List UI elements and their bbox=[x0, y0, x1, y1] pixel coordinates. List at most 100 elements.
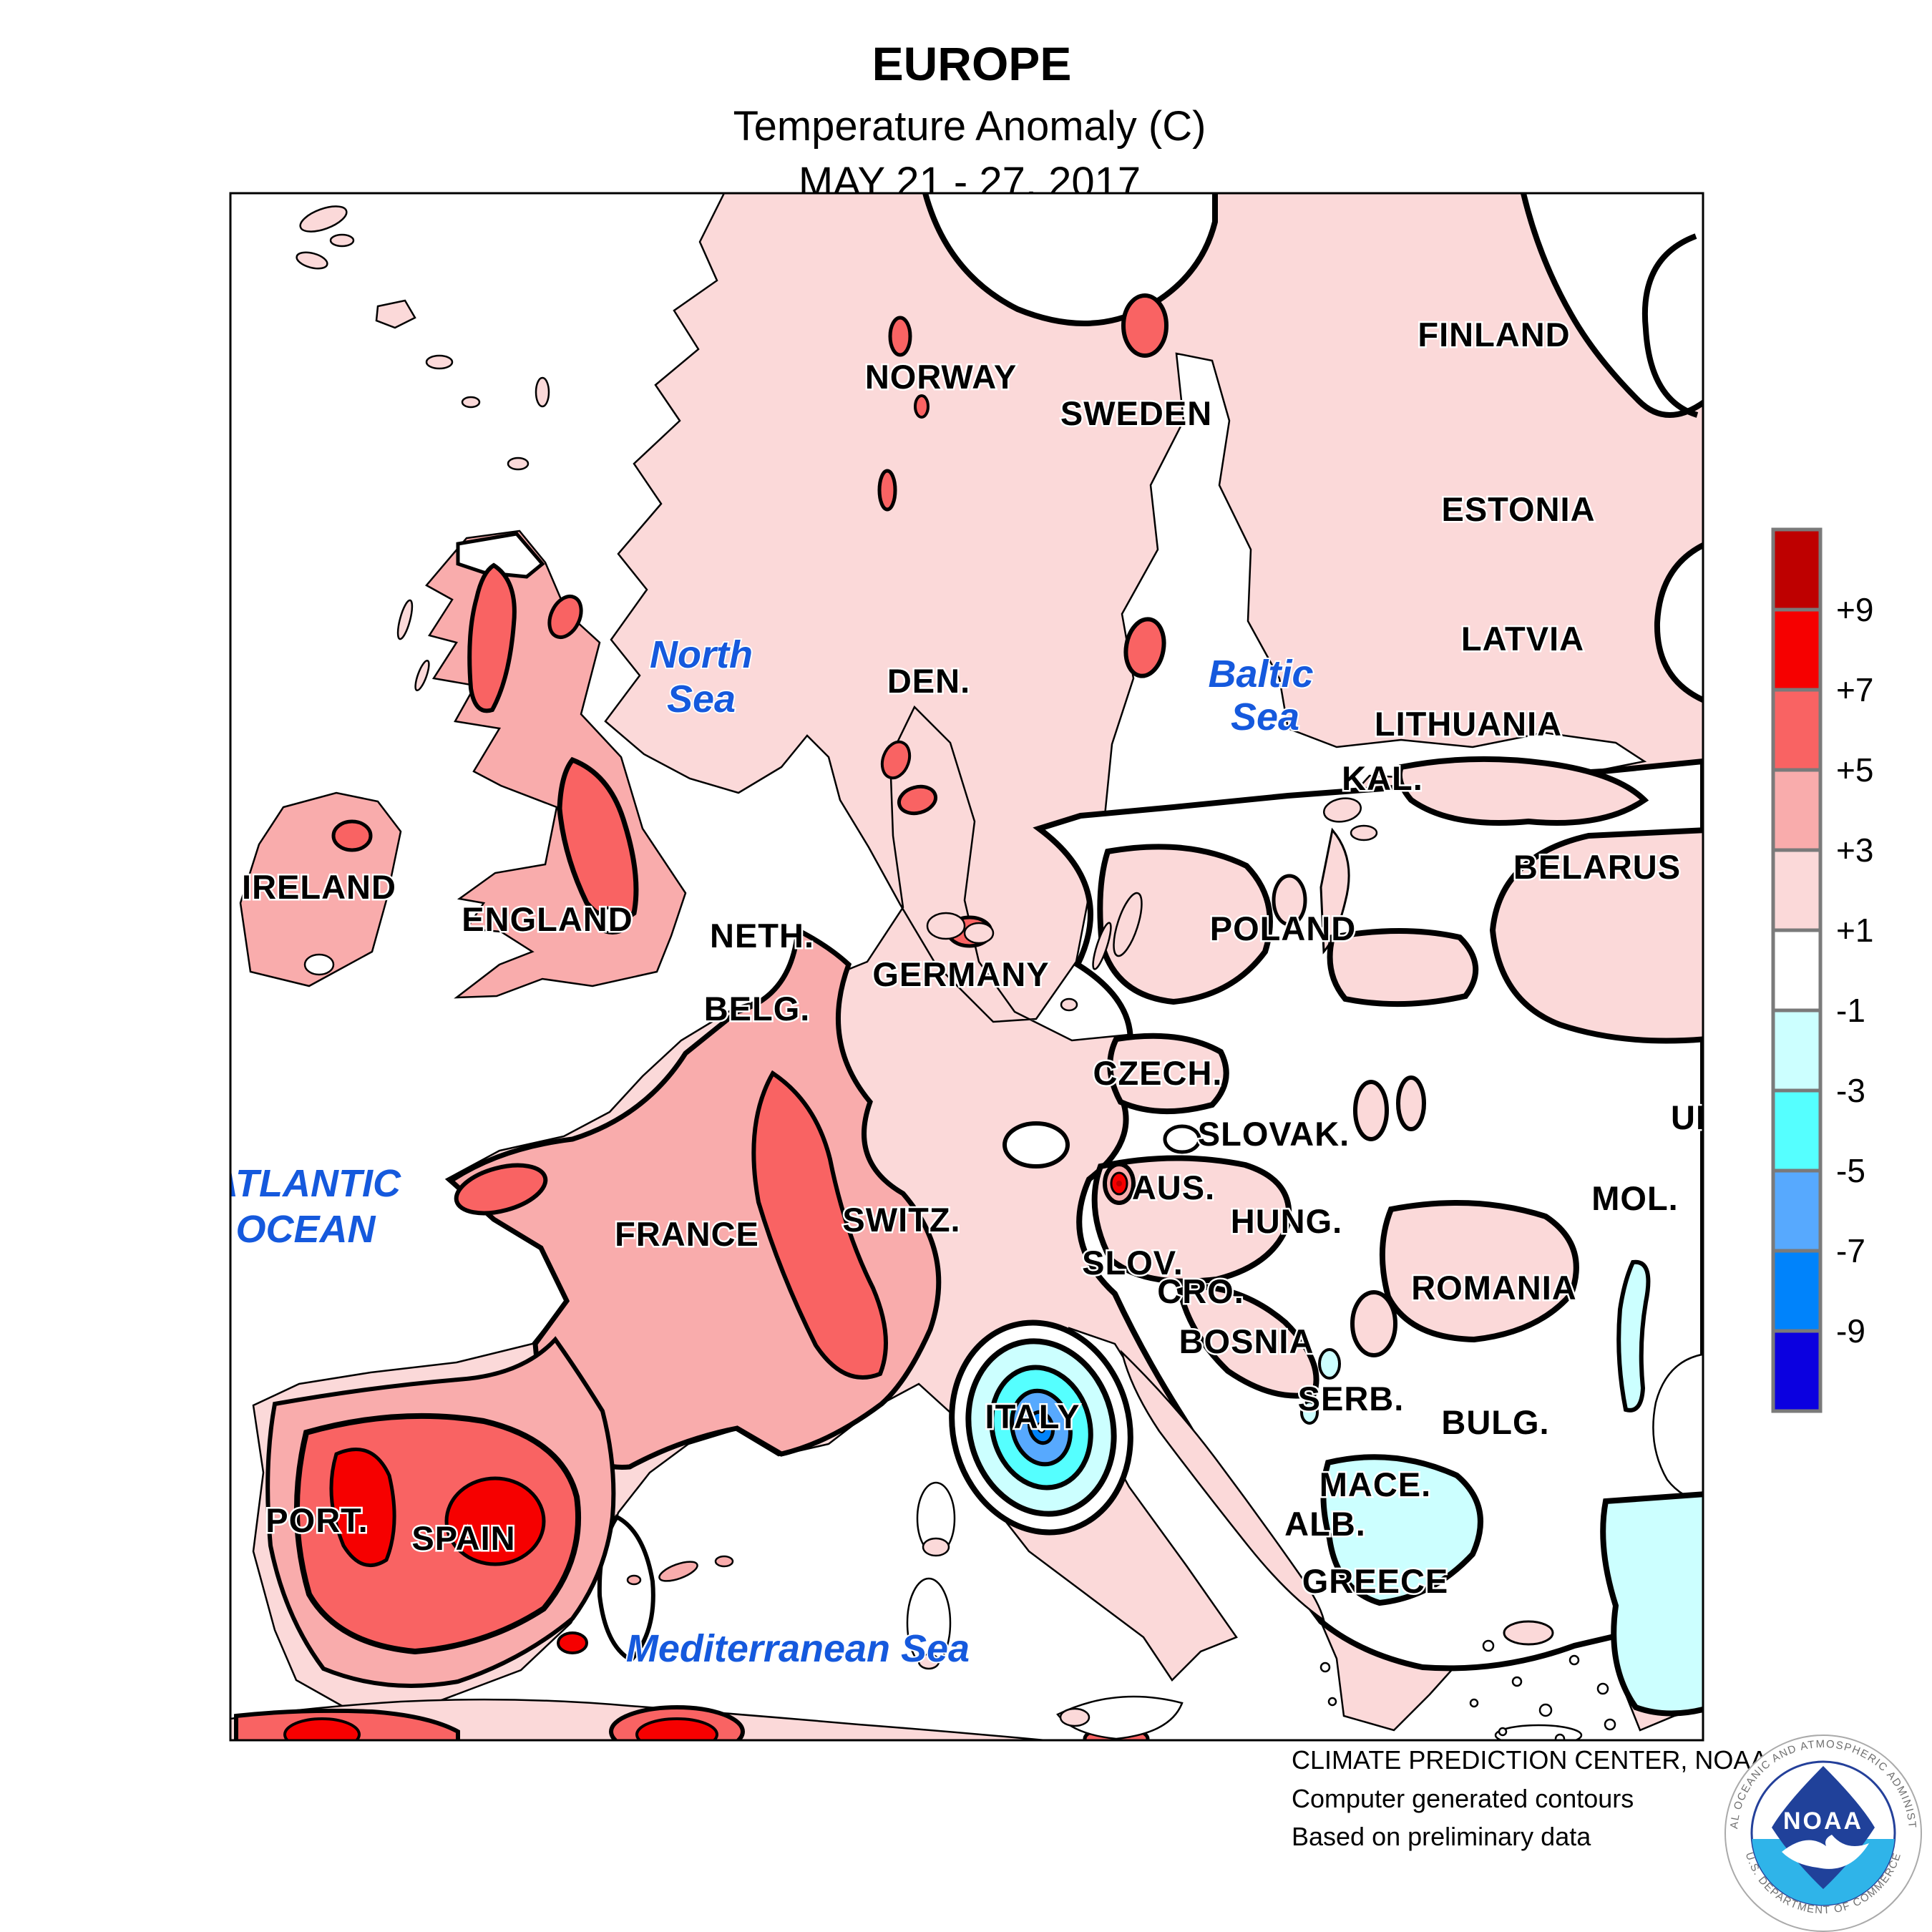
country-label: FRANCE bbox=[615, 1215, 759, 1253]
zero-zone-right-edge bbox=[1654, 542, 1703, 703]
country-label: DEN. bbox=[887, 662, 970, 700]
page-title: EUROPE bbox=[872, 37, 1072, 90]
patch-romania-spur bbox=[1350, 1290, 1397, 1357]
scotland-salmon-ridge bbox=[467, 562, 517, 713]
core-portugal-red bbox=[329, 1448, 396, 1567]
core-norway-1 bbox=[888, 316, 912, 357]
map-title-block: EUROPE Temperature Anomaly (C) MAY 21 - … bbox=[733, 37, 1206, 205]
country-label: SPAIN bbox=[411, 1519, 515, 1557]
core-east-france bbox=[751, 1070, 888, 1380]
country-label: CZECH. bbox=[1093, 1054, 1223, 1092]
legend-tick: +1 bbox=[1836, 912, 1873, 949]
alps-bullseye bbox=[1103, 1162, 1136, 1205]
legend-cell bbox=[1771, 527, 1823, 612]
midlands-white bbox=[594, 906, 631, 935]
cold-west-turkey bbox=[1600, 1491, 1703, 1717]
country-label: NETH. bbox=[710, 917, 814, 955]
legend-cell bbox=[1771, 608, 1823, 692]
country-label: ENGLAND bbox=[462, 900, 633, 938]
legend-cell bbox=[1771, 1169, 1823, 1253]
country-label: ESTONIA bbox=[1441, 490, 1595, 528]
scotland-white-cap bbox=[456, 532, 545, 579]
country-label: SLOVAK. bbox=[1198, 1115, 1350, 1153]
country-label: LATVIA bbox=[1461, 620, 1584, 658]
legend-tick: +7 bbox=[1836, 671, 1873, 708]
legend: +9 +7 +5 +3 +1 -1 -3 -5 -7 -9 bbox=[1771, 527, 1873, 1413]
core-spain-red bbox=[444, 1476, 546, 1566]
legend-tick: -3 bbox=[1836, 1072, 1865, 1109]
legend-cell bbox=[1771, 688, 1823, 772]
legend-cell bbox=[1771, 848, 1823, 932]
country-label: MOL. bbox=[1591, 1179, 1678, 1217]
noaa-logo-wordmark: NOAA bbox=[1783, 1807, 1863, 1835]
patch-pannonia bbox=[1091, 1155, 1292, 1284]
legend-cell bbox=[1771, 768, 1823, 852]
core-sweden-1 bbox=[1121, 293, 1169, 358]
legend-tick: +9 bbox=[1836, 591, 1873, 628]
sicily bbox=[1056, 1695, 1184, 1740]
patch-estonia bbox=[1396, 756, 1649, 826]
legend-tick: -9 bbox=[1836, 1312, 1865, 1350]
country-label: SWEDEN bbox=[1060, 394, 1212, 432]
country-label: BULG. bbox=[1441, 1403, 1549, 1441]
mediterranean-islands bbox=[906, 1481, 1616, 1740]
legend-tick: -1 bbox=[1836, 992, 1865, 1029]
zero-zone-north-scandinavia bbox=[922, 193, 1218, 326]
country-labels: NORWAY SWEDEN FINLAND ESTONIA LATVIA LIT… bbox=[240, 314, 1703, 1602]
country-label: ROMANIA bbox=[1411, 1269, 1577, 1307]
country-label: HUNG. bbox=[1231, 1202, 1342, 1240]
country-label: LITHUANIA bbox=[1375, 705, 1562, 743]
country-label: BELARUS bbox=[1513, 848, 1681, 886]
sea-label-northsea-1: North bbox=[650, 633, 753, 676]
map-subtitle: Temperature Anomaly (C) bbox=[733, 103, 1206, 150]
core-denmark-2 bbox=[897, 784, 938, 816]
patch-latvia-coast bbox=[1319, 827, 1350, 955]
legend-tick: +3 bbox=[1836, 831, 1873, 869]
country-label: IRELAND bbox=[242, 868, 396, 906]
ulster-salmon bbox=[331, 819, 373, 852]
ireland-white-bit bbox=[303, 953, 335, 976]
country-label: SWITZ. bbox=[842, 1201, 960, 1239]
red-cores bbox=[329, 1448, 588, 1654]
country-label: MACE. bbox=[1319, 1465, 1431, 1503]
sea-label-mediterranean: Mediterranean Sea bbox=[626, 1627, 970, 1670]
country-label: SERB. bbox=[1298, 1380, 1405, 1418]
patch-bosnia bbox=[1176, 1283, 1319, 1399]
map-canvas: ATLANTIC OCEAN North Sea Baltic Sea Medi… bbox=[230, 193, 1703, 1740]
patch-moldova-2 bbox=[1396, 1075, 1426, 1131]
patch-moldova-1 bbox=[1353, 1080, 1389, 1141]
country-label: ALB. bbox=[1284, 1505, 1366, 1543]
italy-cold-bullseye bbox=[949, 1319, 1133, 1536]
zero-zone-northeast bbox=[1520, 193, 1703, 418]
patch-dalmatia-strip bbox=[1120, 1350, 1326, 1622]
moray-salmon bbox=[547, 595, 583, 639]
country-label: KAL. bbox=[1342, 759, 1423, 797]
map-frame bbox=[229, 192, 1704, 1742]
legend-tick: +5 bbox=[1836, 751, 1873, 789]
credits-line-3: Based on preliminary data bbox=[1292, 1822, 1591, 1851]
core-south-spain-red bbox=[557, 1631, 588, 1654]
cold-macedonia bbox=[1320, 1454, 1483, 1606]
country-label: NORWAY bbox=[865, 358, 1017, 396]
patch-czech bbox=[1107, 1033, 1229, 1115]
cold-serbia-1 bbox=[1318, 1348, 1341, 1380]
country-label: AUS. bbox=[1132, 1169, 1215, 1206]
country-label: PORT. bbox=[265, 1501, 368, 1539]
core-denmark-1 bbox=[880, 740, 912, 780]
legend-cell bbox=[1771, 1329, 1823, 1413]
credits-line-2: Computer generated contours bbox=[1292, 1784, 1634, 1813]
sea-labels: ATLANTIC OCEAN North Sea Baltic Sea Medi… bbox=[230, 632, 1315, 1672]
credits-block: CLIMATE PREDICTION CENTER, NOAA Computer… bbox=[1292, 1745, 1767, 1851]
country-label: POLAND bbox=[1210, 909, 1356, 947]
cold-serbia-2 bbox=[1300, 1400, 1319, 1425]
sea-label-northsea-2: Sea bbox=[667, 678, 736, 721]
cold-zones bbox=[1300, 1259, 1703, 1717]
seagull-icon bbox=[1782, 1835, 1869, 1869]
legend-cells bbox=[1771, 527, 1823, 1413]
country-label: GREECE bbox=[1302, 1562, 1449, 1600]
zero-zone-austria bbox=[1163, 1124, 1201, 1154]
country-label: FINLAND bbox=[1418, 316, 1570, 353]
patch-lithuania bbox=[1327, 928, 1479, 1008]
country-label: SLOV. bbox=[1082, 1244, 1184, 1282]
legend-tick: -7 bbox=[1836, 1232, 1865, 1269]
